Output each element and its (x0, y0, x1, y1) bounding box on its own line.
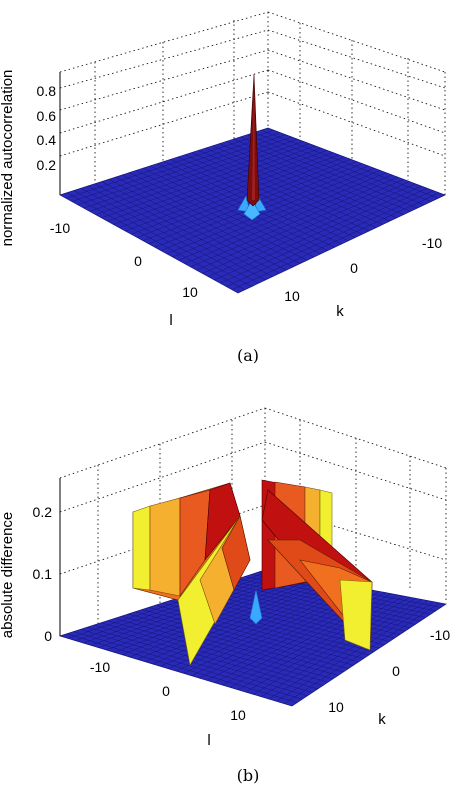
panel-a: 0.8 0.6 0.4 0.2 -10 0 10 10 0 -10 normal… (0, 11, 446, 365)
panel-b-z-tick-0.2: 0.2 (33, 504, 53, 520)
panel-b-z-tick-0.1: 0.1 (33, 566, 53, 582)
mesh-line (231, 192, 440, 290)
mesh-line (268, 600, 429, 700)
mesh-line (253, 598, 416, 695)
mesh-line (220, 188, 428, 284)
panel-a-k-tick-0: 0 (350, 260, 358, 276)
panel-b-ridge-back-left (132, 482, 241, 601)
panel-b-caption: (b) (237, 766, 260, 785)
panel-b-zlabel: absolute difference (0, 512, 16, 638)
panel-a-peak-highlight (252, 74, 255, 200)
panel-b-l-tick-neg10: -10 (90, 659, 110, 675)
panel-b-xlabel: l (207, 732, 210, 749)
mesh-line (260, 129, 439, 199)
panel-b-z-tick-0: 0 (44, 628, 52, 644)
panel-b-k-tick-10: 10 (328, 699, 344, 715)
mesh-line (260, 599, 422, 697)
panel-a-k-tick-10: 10 (284, 288, 300, 304)
mesh-line (276, 601, 435, 702)
panel-a-l-tick-0: 0 (134, 253, 142, 269)
mesh-line (208, 183, 416, 277)
panel-b-l-tick-10: 10 (230, 707, 246, 723)
panel-b-center-bump (249, 589, 263, 625)
panel-b-ylabel: k (378, 711, 386, 728)
mesh-line (284, 602, 441, 704)
mesh-line (226, 190, 434, 287)
panel-a-z-tick-0.8: 0.8 (37, 83, 57, 99)
panel-a-gridlines (59, 11, 446, 195)
panel-a-z-tick-0.2: 0.2 (37, 157, 57, 173)
panel-b-surface-floor (58, 569, 447, 707)
panel-a-caption: (a) (237, 346, 259, 365)
panel-a-z-tick-0.4: 0.4 (37, 132, 57, 148)
panel-a-zlabel: normalized autocorrelation (0, 70, 16, 247)
panel-b-l-tick-0: 0 (162, 683, 170, 699)
panel-b-k-tick-0: 0 (392, 663, 400, 679)
mesh-line (247, 134, 425, 206)
mesh-line (254, 132, 432, 202)
panel-a-surface-mesh (65, 129, 440, 290)
panel-b-ridge-front-left (177, 515, 251, 666)
mesh-line (240, 136, 418, 209)
panel-a-xlabel: l (169, 312, 172, 329)
panel-a-low-bump-front (243, 199, 261, 221)
panel-b-ridge-front-right (261, 489, 373, 651)
panel-a-z-tick-0.6: 0.6 (37, 108, 57, 124)
panel-a-ylabel: k (336, 303, 344, 320)
panel-a-l-tick-10: 10 (182, 284, 198, 300)
panel-b-k-tick-neg10: -10 (430, 627, 450, 643)
panel-a-k-tick-neg10: -10 (422, 235, 442, 251)
panel-b: 0.2 0.1 0 -10 0 10 10 0 -10 absolute dif… (0, 407, 450, 785)
panel-a-l-tick-neg10: -10 (50, 220, 70, 236)
mesh-line (214, 185, 422, 281)
